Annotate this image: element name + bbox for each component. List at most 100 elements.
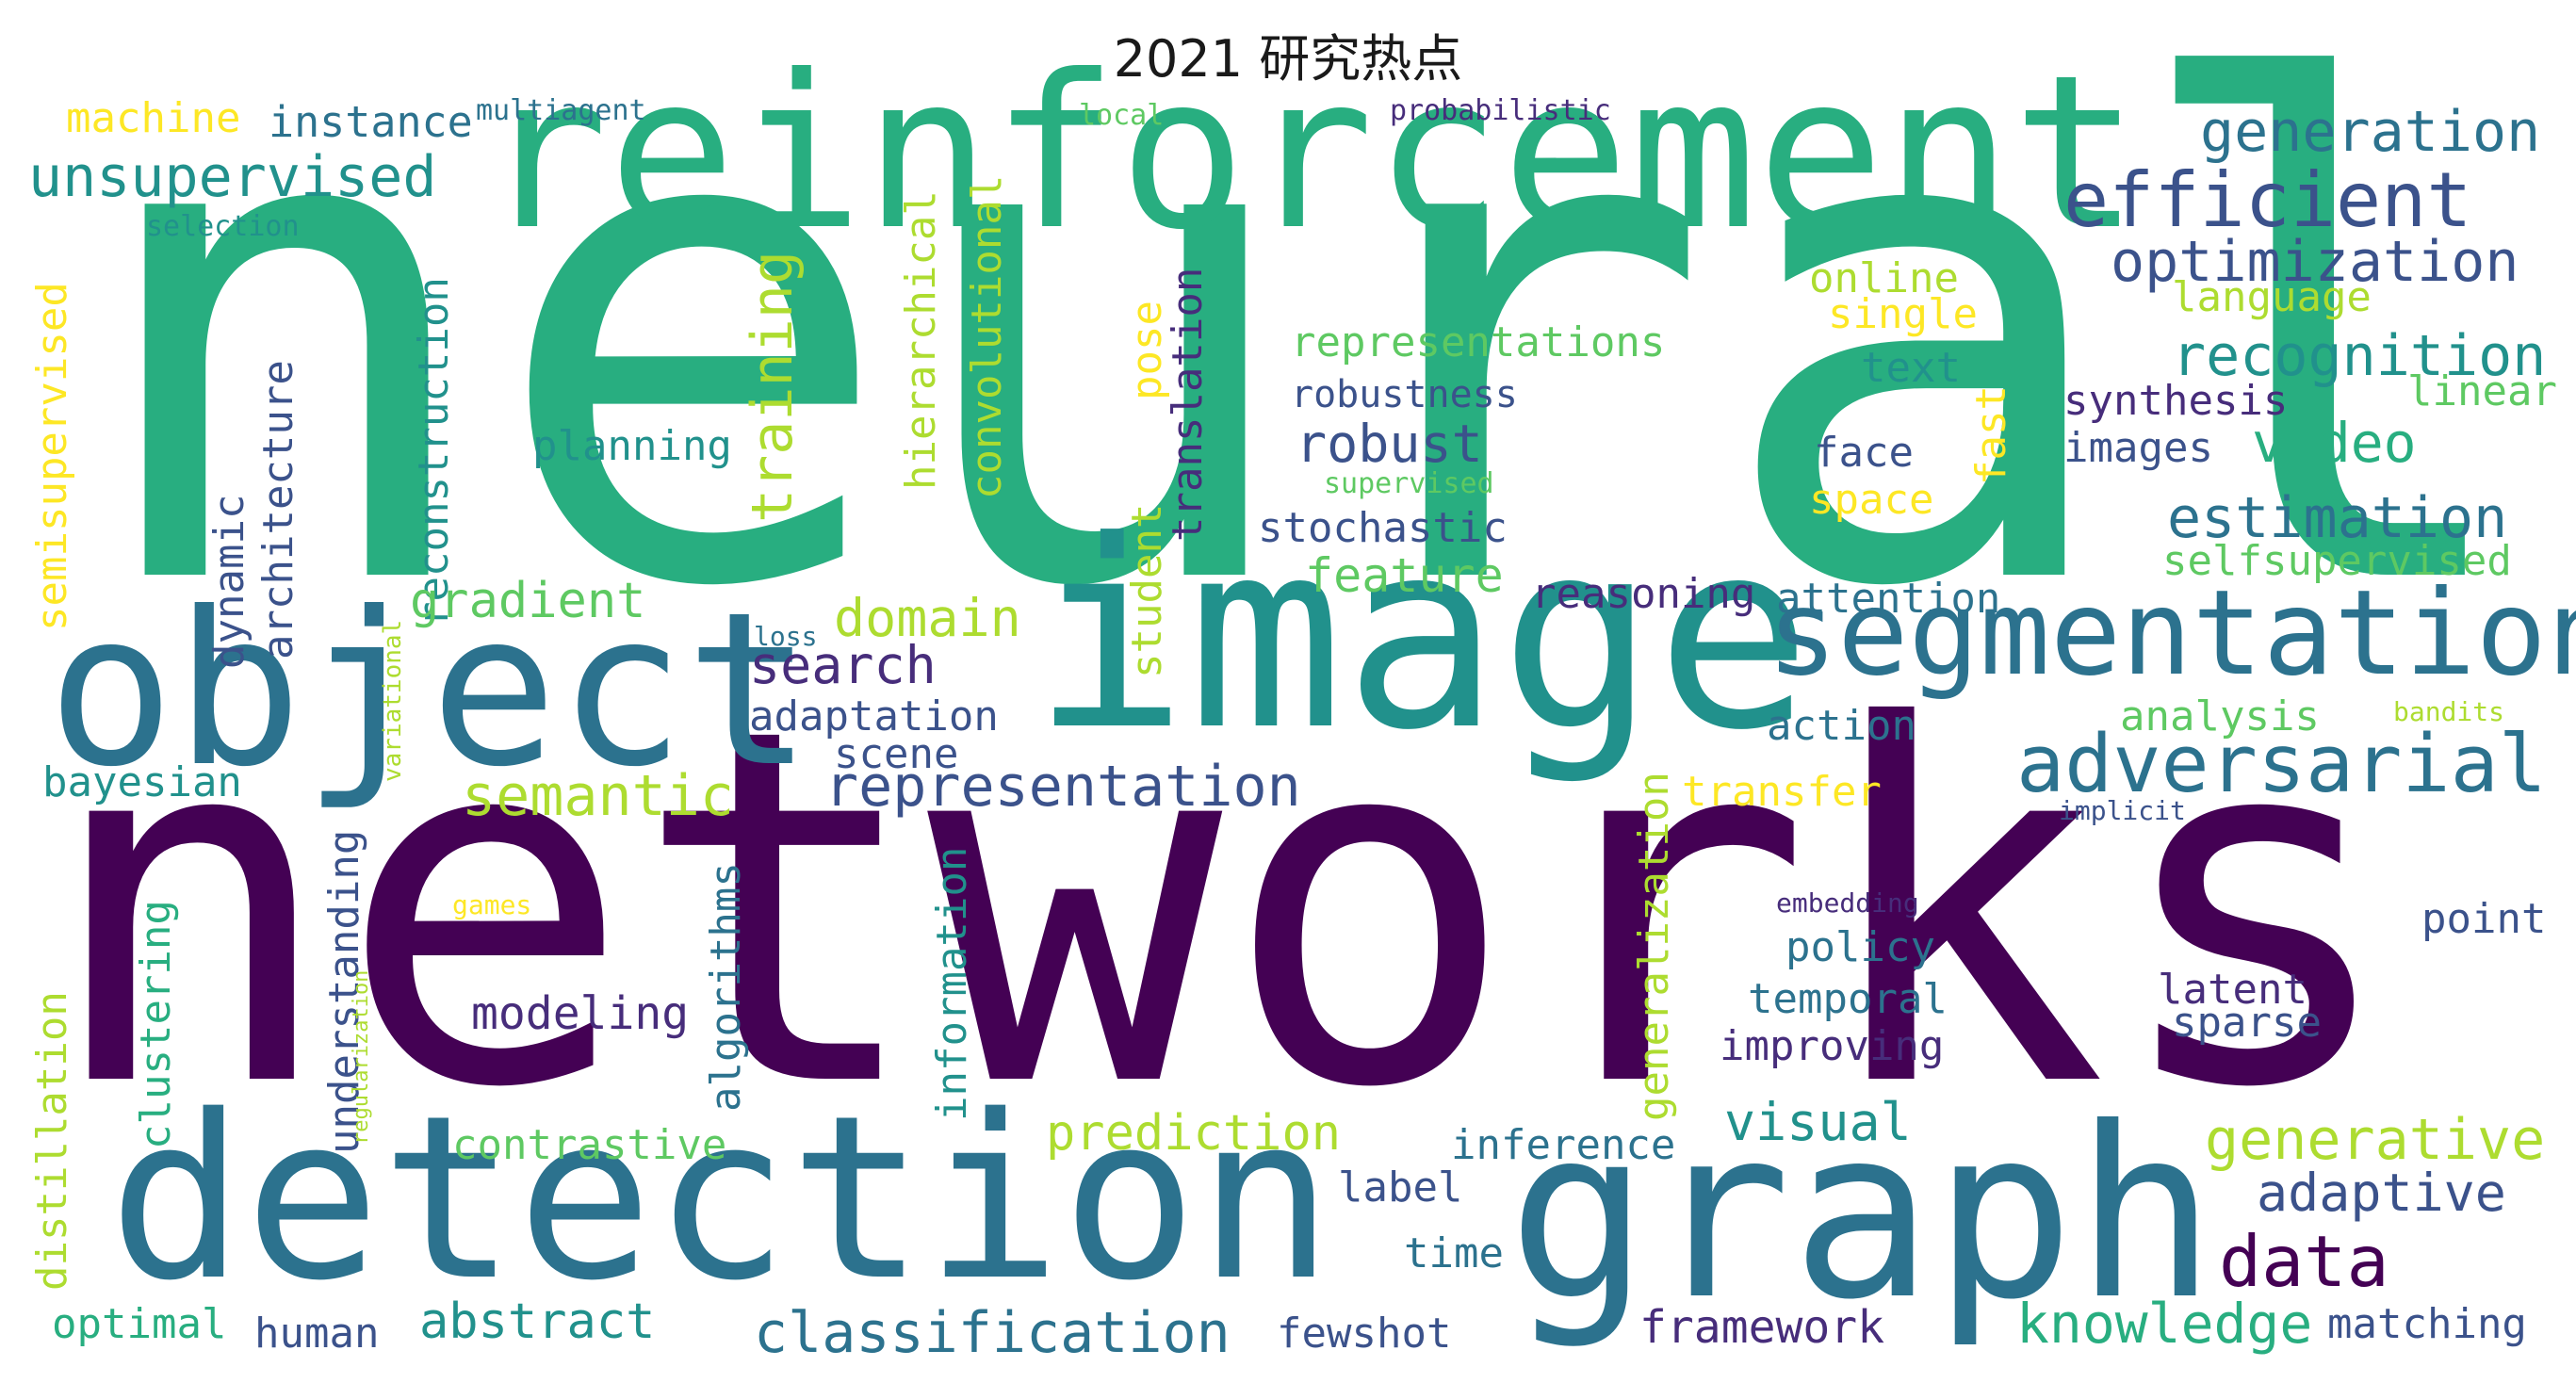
word-optimization: optimization <box>2111 229 2519 295</box>
word-semisupervised: semisupervised <box>28 282 76 631</box>
word-planning: planning <box>532 422 732 470</box>
word-loss: loss <box>754 621 817 652</box>
word-matching: matching <box>2327 1300 2527 1348</box>
word-sparse: sparse <box>2172 999 2322 1047</box>
word-pose: pose <box>1123 301 1171 400</box>
word-visual: visual <box>1724 1092 1912 1152</box>
word-robust: robust <box>1296 414 1483 474</box>
word-estimation: estimation <box>2167 485 2507 551</box>
word-games: games <box>452 889 531 920</box>
word-text: text <box>1861 344 1961 392</box>
word-generalization: generalization <box>1630 772 1678 1121</box>
word-synthesis: synthesis <box>2063 377 2288 425</box>
word-action: action <box>1767 702 1916 750</box>
word-online: online <box>1809 254 1959 302</box>
word-attention: attention <box>1776 575 2000 623</box>
word-selfsupervised: selfsupervised <box>2162 537 2512 585</box>
word-human: human <box>254 1310 379 1358</box>
word-contrastive: contrastive <box>452 1121 726 1169</box>
word-object: object <box>47 567 813 814</box>
word-space: space <box>1809 476 1933 524</box>
word-framework: framework <box>1639 1301 1884 1354</box>
word-probabilistic: probabilistic <box>1390 94 1611 127</box>
word-analysis: analysis <box>2120 692 2320 740</box>
word-machine: machine <box>66 94 240 142</box>
word-images: images <box>2063 424 2213 472</box>
word-bayesian: bayesian <box>42 758 242 806</box>
word-adaptive: adaptive <box>2257 1163 2506 1223</box>
word-adaptation: adaptation <box>749 692 999 740</box>
word-search: search <box>749 635 937 695</box>
word-hierarchical: hierarchical <box>897 190 945 490</box>
word-fewshot: fewshot <box>1277 1310 1451 1358</box>
word-variational: variational <box>379 620 407 782</box>
word-dynamic: dynamic <box>205 495 253 669</box>
word-domain: domain <box>834 588 1021 648</box>
chart-title: 2021 研究热点 <box>1113 29 1463 89</box>
word-reasoning: reasoning <box>1531 570 1755 618</box>
word-linear: linear <box>2407 367 2557 415</box>
word-detection: detection <box>108 1066 1333 1330</box>
word-label: label <box>1338 1163 1462 1212</box>
word-prediction: prediction <box>1046 1105 1341 1162</box>
word-neural: neural <box>80 0 2531 735</box>
word-information: information <box>928 847 976 1121</box>
word-inference: inference <box>1451 1121 1675 1169</box>
word-local: local <box>1079 99 1164 132</box>
word-recognition: recognition <box>2172 323 2546 389</box>
word-temporal: temporal <box>1748 975 1948 1023</box>
word-convolutional: convolutional <box>963 175 1011 499</box>
word-understanding: understanding <box>320 830 368 1154</box>
word-face: face <box>1814 429 1914 477</box>
word-scene: scene <box>834 730 958 778</box>
word-architecture: architecture <box>254 360 302 659</box>
word-knowledge: knowledge <box>2016 1292 2312 1356</box>
word-clustering: clustering <box>132 900 180 1149</box>
word-language: language <box>2172 273 2372 321</box>
word-stochastic: stochastic <box>1258 504 1508 552</box>
word-algorithms: algorithms <box>702 862 750 1112</box>
word-adversarial: adversarial <box>2016 718 2547 811</box>
word-classification: classification <box>754 1300 1231 1366</box>
word-regularization: regularization <box>350 970 373 1145</box>
word-training: training <box>740 251 806 523</box>
word-point: point <box>2421 895 2546 943</box>
word-translation: translation <box>1164 268 1212 542</box>
word-efficient: efficient <box>2063 156 2471 244</box>
word-implicit: implicit <box>2059 795 2186 826</box>
word-time: time <box>1404 1229 1504 1277</box>
word-representations: representations <box>1291 318 1665 366</box>
word-single: single <box>1828 290 1978 338</box>
word-gradient: gradient <box>410 573 645 629</box>
word-modeling: modeling <box>471 987 689 1040</box>
word-policy: policy <box>1785 923 1935 971</box>
word-graph: graph <box>1508 1077 2217 1351</box>
word-bandits: bandits <box>2393 696 2504 727</box>
word-generation: generation <box>2200 99 2540 165</box>
word-student: student <box>1123 504 1171 678</box>
word-feature: feature <box>1305 548 1504 603</box>
word-segmentation: segmentation <box>1767 565 2576 702</box>
word-abstract: abstract <box>419 1294 655 1350</box>
word-representation: representation <box>824 754 1301 820</box>
word-instance: instance <box>269 97 473 147</box>
word-improving: improving <box>1720 1022 1944 1070</box>
word-fast: fast <box>1967 385 2015 485</box>
word-unsupervised: unsupervised <box>28 144 436 210</box>
word-optimal: optimal <box>52 1300 226 1348</box>
word-networks: networks <box>42 624 2403 1195</box>
word-distillation: distillation <box>28 991 76 1291</box>
word-multiagent: multiagent <box>476 94 646 127</box>
word-reconstruction: reconstruction <box>410 277 458 626</box>
word-embedding: embedding <box>1776 887 1919 919</box>
word-robustness: robustness <box>1291 373 1518 416</box>
word-semantic: semantic <box>462 763 734 829</box>
word-generative: generative <box>2205 1107 2545 1173</box>
word-data: data <box>2219 1220 2389 1303</box>
word-reinforcement: reinforcement <box>481 30 2140 277</box>
word-selection: selection <box>146 210 300 243</box>
word-supervised: supervised <box>1324 467 1494 500</box>
word-transfer: transfer <box>1682 768 1882 816</box>
word-video: video <box>2252 411 2417 475</box>
